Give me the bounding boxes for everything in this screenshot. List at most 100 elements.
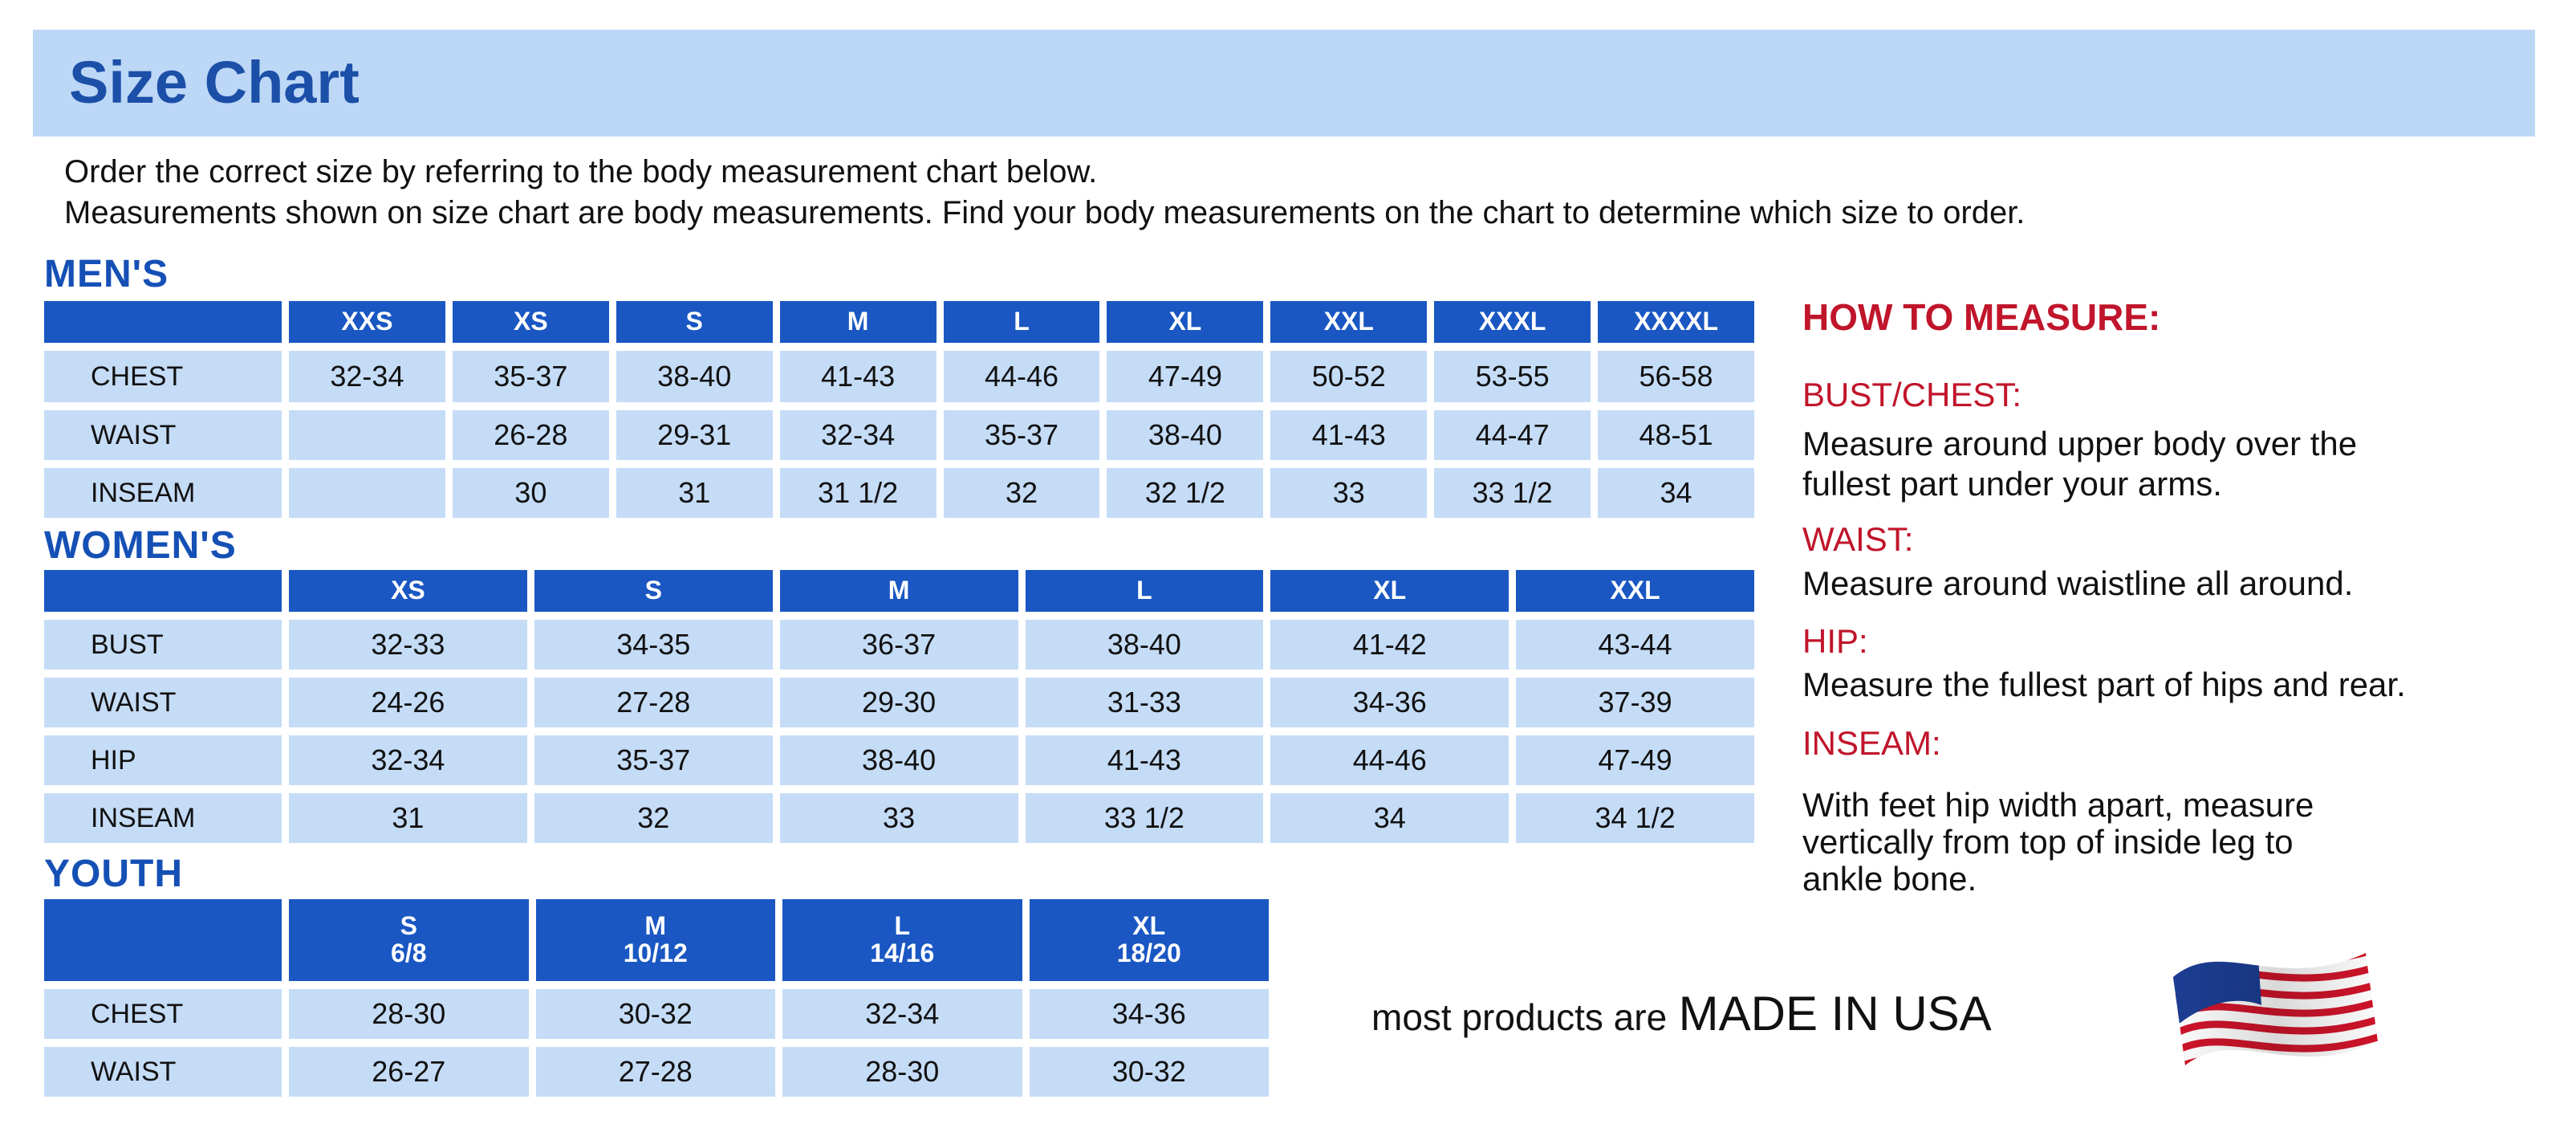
measurement-cell: 50-52 (1270, 351, 1428, 402)
row-label-cell: WAIST (44, 678, 282, 727)
measurement-cell: 38-40 (779, 735, 1018, 785)
measurement-cell: 32-34 (779, 410, 937, 460)
youth-section-title: YOUTH (44, 853, 183, 895)
measurement-cell: 33 1/2 (1025, 793, 1264, 843)
measurement-cell: 33 (779, 793, 1018, 843)
measurement-cell: 44-47 (1434, 410, 1591, 460)
term-hip: HIP: (1802, 622, 1868, 660)
made-in-usa-text: MADE IN USA (1678, 987, 1992, 1040)
size-header-cell: XS (452, 301, 609, 343)
measurement-cell: 34-35 (534, 620, 773, 670)
measurement-cell: 32-34 (289, 351, 445, 402)
measurement-cell: 33 1/2 (1434, 468, 1591, 518)
row-label-cell: INSEAM (44, 793, 282, 843)
intro-line-2: Measurements shown on size chart are bod… (64, 195, 2025, 230)
measurement-cell: 47-49 (1516, 735, 1754, 785)
size-header-cell: M (779, 301, 937, 343)
measurement-cell (289, 468, 445, 518)
size-header-cell: XXL (1516, 570, 1754, 612)
size-header-cell: XXS (289, 301, 445, 343)
row-label-cell: WAIST (44, 1047, 282, 1097)
mens-size-table: XXS XS S M L XL XXL XXXL XXXXL CHEST 32-34 35-37 38-… (44, 301, 1754, 518)
measurement-cell: 41-43 (779, 351, 937, 402)
row-label-cell: CHEST (44, 351, 282, 402)
term-waist: WAIST: (1802, 520, 1914, 558)
measurement-cell: 31-33 (1025, 678, 1264, 727)
size-header-cell: XXL (1270, 301, 1428, 343)
mens-section-title: MEN'S (44, 253, 169, 295)
measurement-cell: 37-39 (1516, 678, 1754, 727)
measurement-cell: 31 (289, 793, 527, 843)
measurement-cell: 35-37 (943, 410, 1100, 460)
measurement-cell: 41-42 (1270, 620, 1509, 670)
measurement-cell: 53-55 (1434, 351, 1591, 402)
measurement-cell: 30 (452, 468, 609, 518)
measurement-cell: 41-43 (1025, 735, 1264, 785)
measurement-cell: 30-32 (1029, 1047, 1269, 1097)
measurement-cell: 32 (534, 793, 773, 843)
desc-bust-chest-2: fullest part under your arms. (1802, 465, 2222, 503)
size-header-cell: XL (1107, 301, 1264, 343)
row-label-cell: CHEST (44, 989, 282, 1039)
size-header-cell: L 14/16 (782, 899, 1022, 981)
desc-inseam-2: vertically from top of inside leg to (1802, 823, 2294, 861)
measurement-cell: 32-33 (289, 620, 527, 670)
header-corner-cell (44, 899, 282, 981)
measurement-cell: 41-43 (1270, 410, 1428, 460)
size-header-cell: S (534, 570, 773, 612)
measurement-cell: 29-30 (779, 678, 1018, 727)
size-header-cell: L (943, 301, 1100, 343)
page-title: Size Chart (69, 49, 360, 116)
row-label-cell: WAIST (44, 410, 282, 460)
desc-inseam-3: ankle bone. (1802, 860, 1977, 898)
size-header-cell: XL 18/20 (1029, 899, 1269, 981)
measurement-cell: 43-44 (1516, 620, 1754, 670)
measurement-cell: 24-26 (289, 678, 527, 727)
measurement-cell: 44-46 (1270, 735, 1509, 785)
term-inseam: INSEAM: (1802, 724, 1941, 762)
youth-size-table: S 6/8 M 10/12 L 14/16 XL 18/20 CHEST 28-30 30-… (44, 899, 1269, 1097)
measurement-cell: 27-28 (534, 678, 773, 727)
us-flag-icon (2173, 953, 2378, 1065)
measurement-cell: 31 1/2 (779, 468, 937, 518)
desc-waist: Measure around waistline all around. (1802, 564, 2354, 602)
size-header-cell: L (1025, 570, 1264, 612)
measurement-cell (289, 410, 445, 460)
size-header-cell: XXXXL (1598, 301, 1754, 343)
measurement-cell: 38-40 (616, 351, 773, 402)
measurement-cell: 32-34 (289, 735, 527, 785)
size-header-cell: M (779, 570, 1018, 612)
measurement-cell: 34 1/2 (1516, 793, 1754, 843)
row-label-cell: INSEAM (44, 468, 282, 518)
measurement-cell: 48-51 (1598, 410, 1754, 460)
measurement-cell: 56-58 (1598, 351, 1754, 402)
measurement-cell: 38-40 (1025, 620, 1264, 670)
made-in-usa-note: most products are MADE IN USA (1371, 986, 1992, 1041)
desc-bust-chest-1: Measure around upper body over the (1802, 425, 2358, 462)
measurement-cell: 30-32 (535, 989, 775, 1039)
desc-hip: Measure the fullest part of hips and rea… (1802, 666, 2406, 703)
measurement-cell: 32-34 (782, 989, 1022, 1039)
measurement-cell: 28-30 (782, 1047, 1022, 1097)
measurement-cell: 26-28 (452, 410, 609, 460)
measurement-cell: 31 (616, 468, 773, 518)
how-to-measure-heading: HOW TO MEASURE: (1802, 296, 2161, 338)
size-header-cell: XXXL (1434, 301, 1591, 343)
measurement-cell: 35-37 (534, 735, 773, 785)
measurement-cell: 44-46 (943, 351, 1100, 402)
womens-section-title: WOMEN'S (44, 524, 237, 567)
measurement-cell: 34 (1270, 793, 1509, 843)
size-header-cell: S 6/8 (289, 899, 529, 981)
size-header-cell: M 10/12 (535, 899, 775, 981)
measurement-cell: 28-30 (289, 989, 529, 1039)
size-header-cell: XS (289, 570, 527, 612)
measurement-cell: 38-40 (1107, 410, 1264, 460)
desc-inseam-1: With feet hip width apart, measure (1802, 786, 2314, 824)
measurement-cell: 34 (1598, 468, 1754, 518)
measurement-cell: 27-28 (535, 1047, 775, 1097)
measurement-cell: 34-36 (1270, 678, 1509, 727)
row-label-cell: BUST (44, 620, 282, 670)
title-band (33, 30, 2535, 136)
measurement-cell: 32 1/2 (1107, 468, 1264, 518)
measurement-cell: 35-37 (452, 351, 609, 402)
